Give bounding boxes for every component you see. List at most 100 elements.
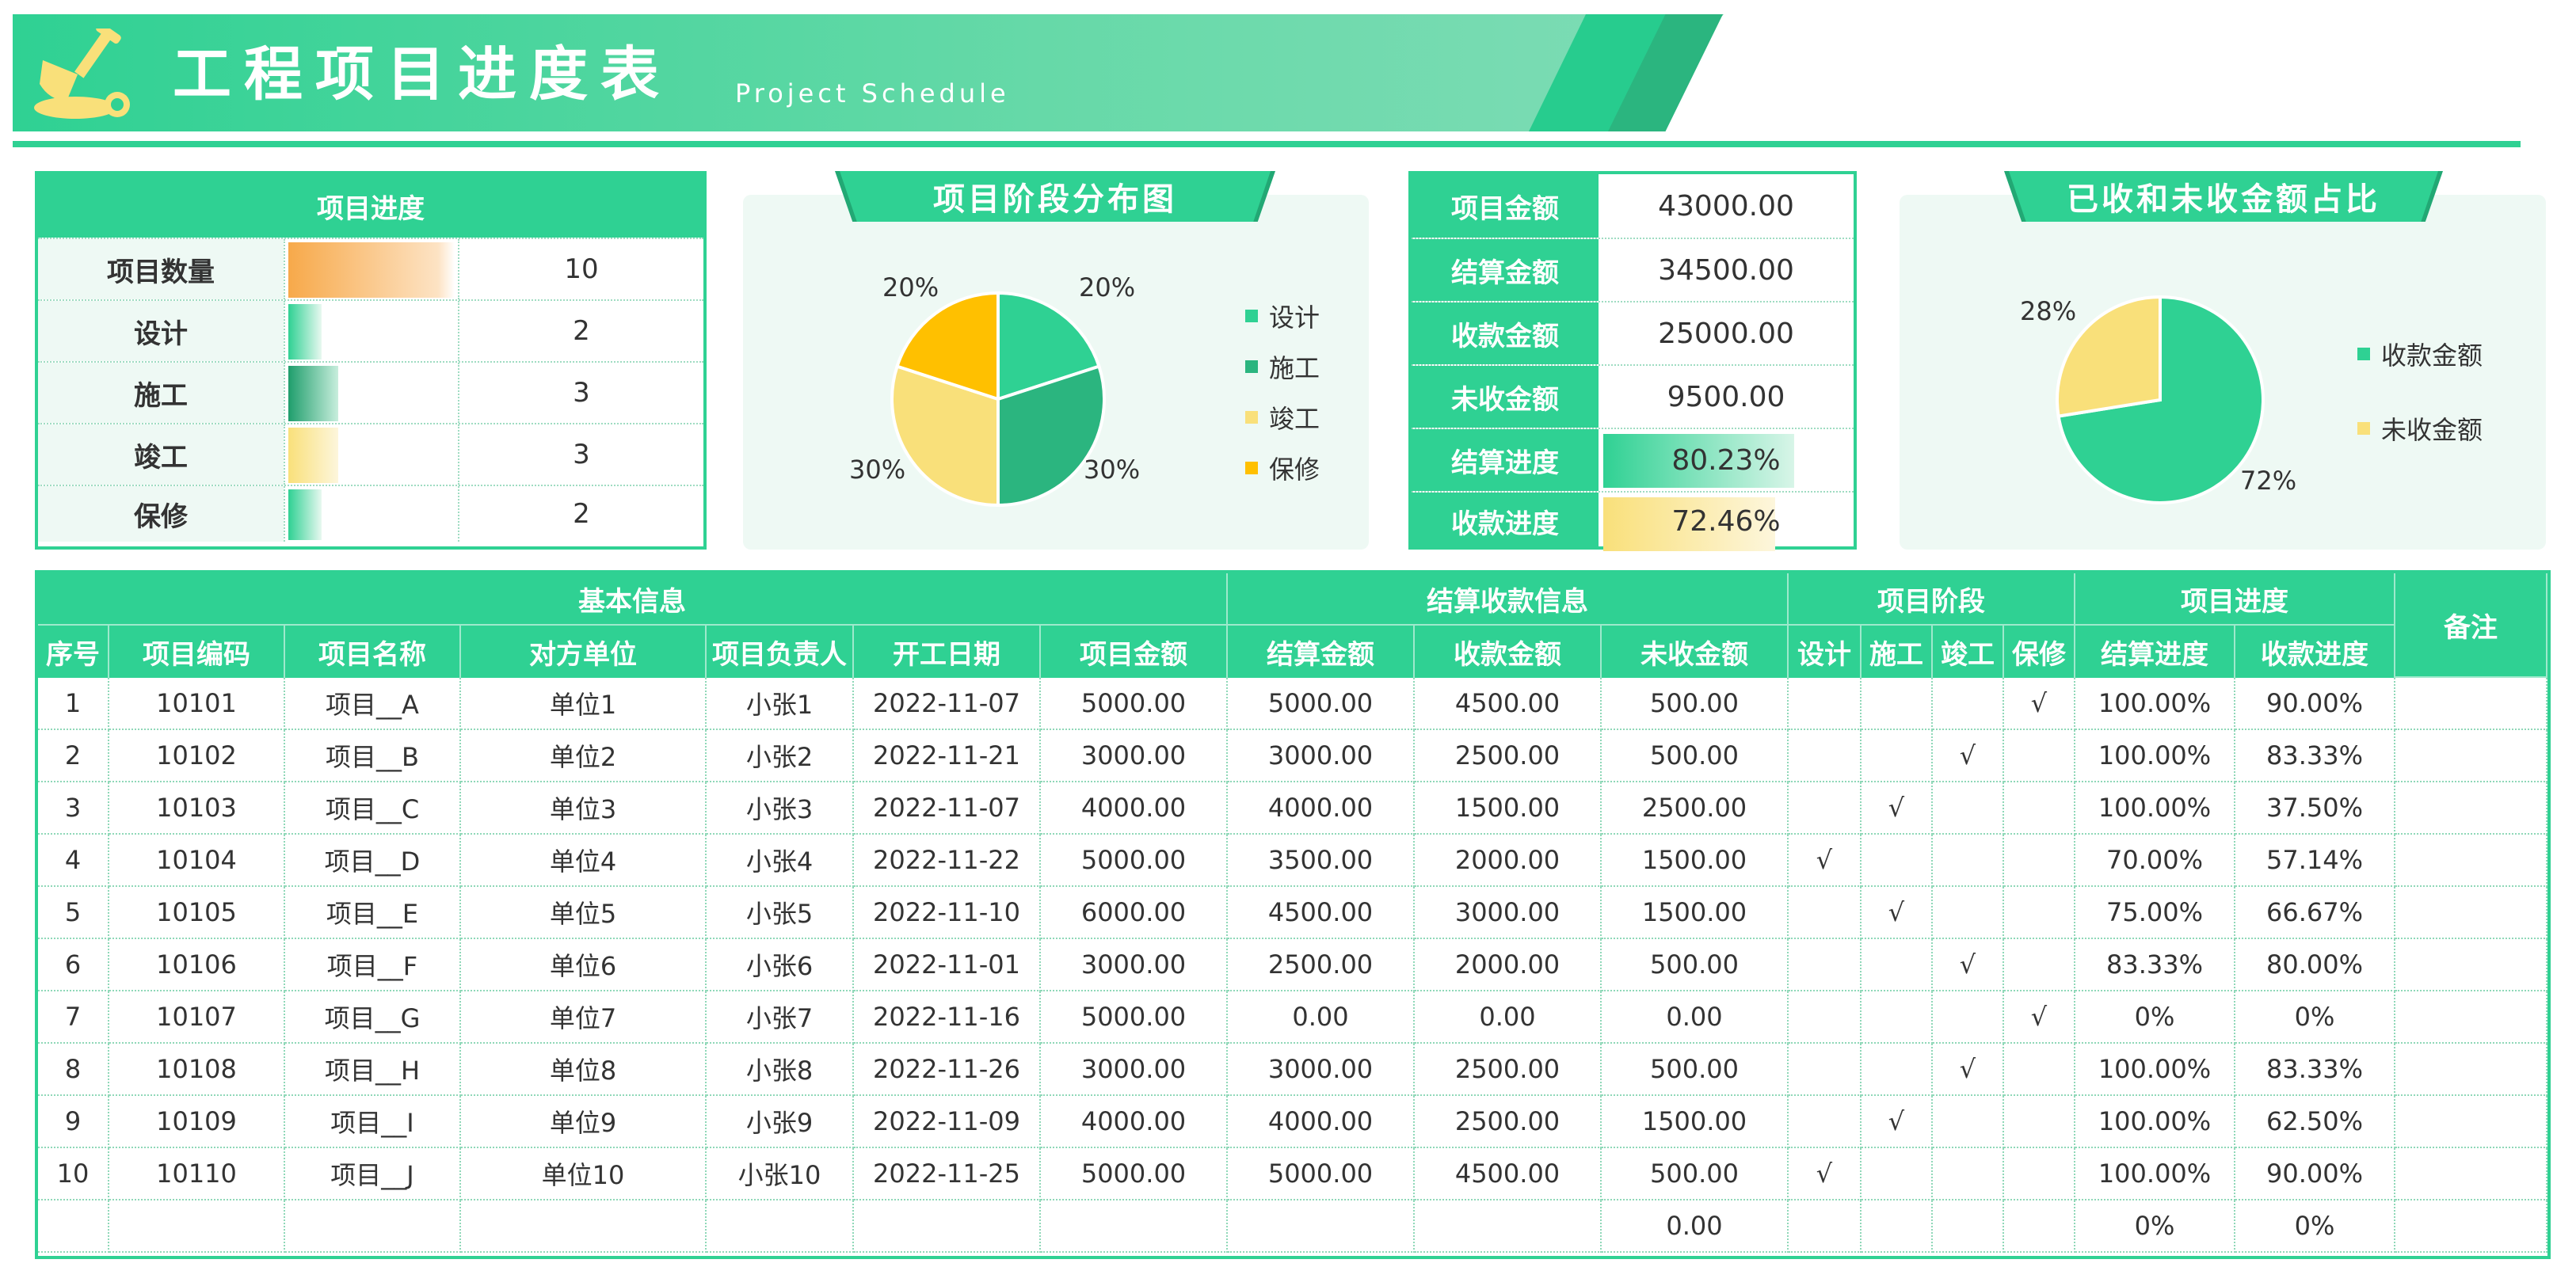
progress-row-value: 2 (573, 498, 590, 530)
amount-row-value: 34500.00 (1599, 239, 1854, 301)
table-cell: 2022-11-01 (854, 939, 1041, 991)
table-cell: 2500.00 (1228, 939, 1415, 991)
table-cell (2395, 782, 2547, 835)
table-cell: 8 (38, 1044, 109, 1096)
table-cell: 项目__J (285, 1148, 461, 1200)
table-cell (1789, 782, 1862, 835)
table-cell: 2000.00 (1415, 835, 1602, 887)
table-cell: √ (1933, 1044, 2004, 1096)
progress-bar-cell (284, 486, 459, 542)
table-column-header: 结算金额 (1228, 626, 1415, 678)
table-cell: 90.00% (2235, 1148, 2395, 1200)
pie-slice-label: 20% (1079, 272, 1136, 302)
pie-slice-1 (2056, 295, 2162, 418)
amount-panel: 项目金额 43000.00 结算金额 34500.00 收款金额 25000.00 未收金额… (1408, 171, 1857, 551)
table-cell (1862, 678, 1933, 730)
legend-label: 保修 (1269, 455, 1320, 485)
table-cell: √ (2004, 678, 2075, 730)
legend-item: 未收金额 (2357, 410, 2483, 447)
table-cell (2395, 1044, 2547, 1096)
table-cell (1862, 1148, 1933, 1200)
receipt-chart-title: 已收和未收金额占比 (2009, 171, 2438, 222)
table-cell: 单位2 (461, 730, 707, 782)
progress-row-value: 3 (573, 439, 590, 470)
table-cell (1789, 1044, 1862, 1096)
table-cell: 项目__G (285, 991, 461, 1044)
amount-value-text: 43000.00 (1658, 189, 1794, 223)
table-cell (1862, 991, 1933, 1044)
table-cell (854, 1200, 1041, 1253)
page-subtitle: Project Schedule (735, 78, 1010, 108)
legend-label: 收款金额 (2381, 341, 2483, 371)
table-cell: 10102 (109, 730, 285, 782)
amount-row-label: 未收金额 (1412, 366, 1599, 428)
table-cell: 项目__E (285, 887, 461, 939)
table-cell: 项目__F (285, 939, 461, 991)
table-cell: 5000.00 (1041, 991, 1228, 1044)
table-column-header: 项目名称 (285, 626, 461, 678)
shovel-icon (34, 29, 130, 119)
legend-swatch (1245, 310, 1258, 322)
table-cell (1228, 1200, 1415, 1253)
amount-row-value: 72.46% (1599, 493, 1854, 551)
table-cell: 3000.00 (1041, 730, 1228, 782)
table-cell: 0.00 (1602, 1200, 1789, 1253)
table-column-header: 未收金额 (1602, 626, 1789, 678)
table-cell (1862, 1200, 1933, 1253)
progress-row: 施工 3 (38, 361, 703, 423)
table-cell (1862, 835, 1933, 887)
progress-bar-cell (284, 424, 459, 485)
table-cell: 83.33% (2235, 730, 2395, 782)
table-cell: 5000.00 (1041, 1148, 1228, 1200)
table-cell (1415, 1200, 1602, 1253)
pie-slice-label: 72% (2240, 466, 2297, 496)
table-cell: 100.00% (2075, 1044, 2235, 1096)
table-cell (1933, 887, 2004, 939)
table-cell: 项目__H (285, 1044, 461, 1096)
table-cell: 4500.00 (1415, 1148, 1602, 1200)
table-cell: 4000.00 (1228, 1096, 1415, 1148)
table-cell (1862, 730, 1933, 782)
table-group-header: 项目进度 (2075, 573, 2395, 626)
table-cell: 5000.00 (1041, 678, 1228, 730)
table-cell: 10 (38, 1148, 109, 1200)
progress-row-value: 2 (573, 315, 590, 347)
table-cell: 单位4 (461, 835, 707, 887)
progress-row: 保修 2 (38, 485, 703, 542)
table-cell: 62.50% (2235, 1096, 2395, 1148)
legend-swatch (1245, 411, 1258, 424)
table-cell (2004, 1148, 2075, 1200)
table-cell: 项目__D (285, 835, 461, 887)
table-group-header: 备注 (2395, 573, 2547, 678)
table-cell (2004, 1200, 2075, 1253)
table-column-header: 序号 (38, 626, 109, 678)
table-column-header: 收款金额 (1415, 626, 1602, 678)
pie-slice-3 (895, 291, 1000, 401)
table-cell (109, 1200, 285, 1253)
table-cell: 3000.00 (1041, 1044, 1228, 1096)
legend-item: 施工 (1245, 348, 1320, 385)
table-cell: √ (1933, 939, 2004, 991)
table-cell: 0.00 (1602, 991, 1789, 1044)
table-cell (2395, 1148, 2547, 1200)
table-cell (2004, 730, 2075, 782)
table-cell: 小张3 (707, 782, 854, 835)
table-column-header: 竣工 (1933, 626, 2004, 678)
table-cell: 500.00 (1602, 1044, 1789, 1096)
table-cell: 5000.00 (1228, 1148, 1415, 1200)
legend-swatch (2357, 348, 2370, 360)
table-cell: 6000.00 (1041, 887, 1228, 939)
amount-row-value: 9500.00 (1599, 366, 1854, 428)
table-group-header: 基本信息 (38, 573, 1228, 626)
table-cell: 小张2 (707, 730, 854, 782)
table-cell: 10109 (109, 1096, 285, 1148)
amount-row: 项目金额 43000.00 (1412, 174, 1854, 238)
table-cell: 2022-11-07 (854, 678, 1041, 730)
table-cell: 7 (38, 991, 109, 1044)
table-cell: 3000.00 (1041, 939, 1228, 991)
progress-row-value: 3 (573, 377, 590, 409)
table-cell: 500.00 (1602, 1148, 1789, 1200)
table-cell: 1500.00 (1415, 782, 1602, 835)
table-column-header: 结算进度 (2075, 626, 2235, 678)
table-column-header: 施工 (1862, 626, 1933, 678)
